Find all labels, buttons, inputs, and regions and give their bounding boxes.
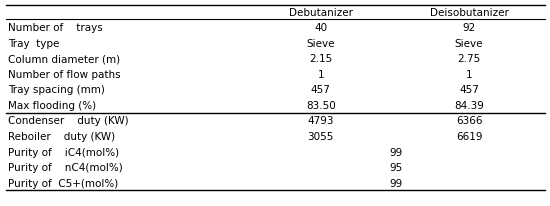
Text: 99: 99 bbox=[389, 178, 403, 188]
Text: Debutanizer: Debutanizer bbox=[289, 8, 353, 18]
Text: Purity of  C5+(mol%): Purity of C5+(mol%) bbox=[8, 178, 118, 188]
Text: 40: 40 bbox=[314, 23, 327, 33]
Text: 4793: 4793 bbox=[307, 116, 334, 126]
Text: 84.39: 84.39 bbox=[454, 100, 484, 110]
Text: Deisobutanizer: Deisobutanizer bbox=[430, 8, 509, 18]
Text: Purity of    iC4(mol%): Purity of iC4(mol%) bbox=[8, 147, 119, 157]
Text: Sieve: Sieve bbox=[455, 38, 483, 48]
Text: 457: 457 bbox=[311, 85, 331, 95]
Text: 2.15: 2.15 bbox=[309, 54, 332, 64]
Text: Max flooding (%): Max flooding (%) bbox=[8, 100, 96, 110]
Text: Number of    trays: Number of trays bbox=[8, 23, 103, 33]
Text: 457: 457 bbox=[459, 85, 479, 95]
Text: Reboiler    duty (KW): Reboiler duty (KW) bbox=[8, 131, 116, 141]
Text: 1: 1 bbox=[317, 69, 324, 79]
Text: 1: 1 bbox=[466, 69, 472, 79]
Text: 2.75: 2.75 bbox=[458, 54, 481, 64]
Text: Number of flow paths: Number of flow paths bbox=[8, 69, 121, 79]
Text: 6619: 6619 bbox=[456, 131, 482, 141]
Text: Purity of    nC4(mol%): Purity of nC4(mol%) bbox=[8, 162, 123, 172]
Text: Tray  type: Tray type bbox=[8, 38, 59, 48]
Text: Condenser    duty (KW): Condenser duty (KW) bbox=[8, 116, 129, 126]
Text: 6366: 6366 bbox=[456, 116, 482, 126]
Text: 99: 99 bbox=[389, 147, 403, 157]
Text: 95: 95 bbox=[389, 162, 403, 172]
Text: Tray spacing (mm): Tray spacing (mm) bbox=[8, 85, 105, 95]
Text: 83.50: 83.50 bbox=[306, 100, 336, 110]
Text: 3055: 3055 bbox=[307, 131, 334, 141]
Text: Column diameter (m): Column diameter (m) bbox=[8, 54, 120, 64]
Text: Sieve: Sieve bbox=[306, 38, 335, 48]
Text: 92: 92 bbox=[463, 23, 476, 33]
